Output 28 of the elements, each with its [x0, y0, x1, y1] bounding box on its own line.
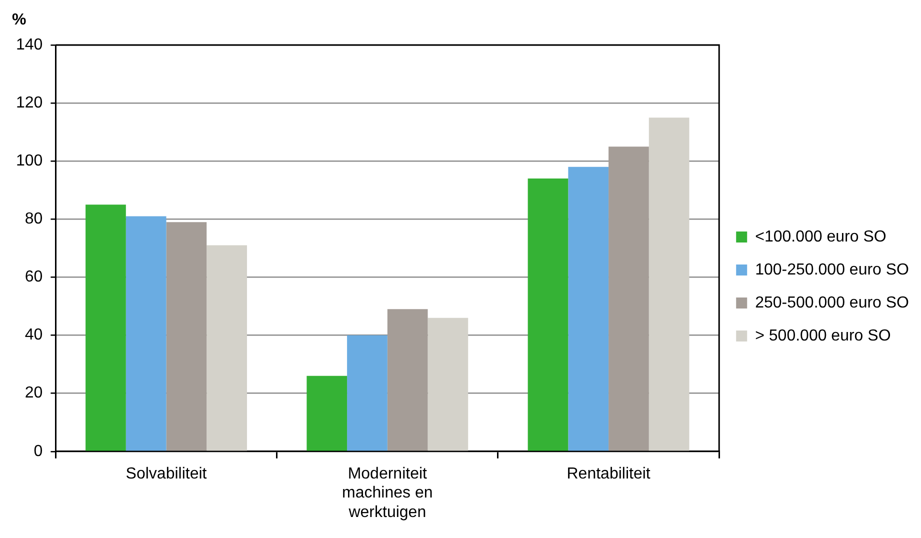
y-tick-label: 60: [24, 268, 43, 286]
legend-label: 100-250.000 euro SO: [755, 261, 909, 278]
bar: [126, 216, 166, 451]
bar: [428, 318, 468, 451]
x-tick-label: Moderniteit machines en werktuigen: [342, 465, 433, 521]
bar: [347, 335, 388, 451]
bar: [206, 245, 247, 451]
bar: [166, 222, 207, 451]
legend-label: <100.000 euro SO: [755, 228, 886, 246]
bar: [608, 146, 649, 451]
y-tick-label: 0: [34, 442, 43, 460]
y-tick-label: 140: [16, 36, 43, 54]
bar: [568, 166, 609, 451]
y-axis-title: %: [12, 11, 26, 28]
y-tick-label: 80: [24, 210, 43, 228]
x-tick-label: Rentabiliteit: [566, 465, 651, 482]
legend-label: 250-500.000 euro SO: [755, 294, 909, 312]
bar: [387, 309, 428, 451]
y-tick-label: 100: [16, 152, 43, 170]
bar: [528, 178, 568, 451]
x-tick-label: Solvabiliteit: [126, 465, 208, 482]
bar: [306, 376, 348, 451]
y-tick-label: 120: [16, 94, 43, 112]
bar: [648, 118, 690, 451]
y-tick-label: 20: [24, 384, 43, 402]
legend-label: > 500.000 euro SO: [755, 327, 891, 344]
bar: [86, 204, 126, 451]
y-tick-label: 40: [24, 326, 43, 344]
